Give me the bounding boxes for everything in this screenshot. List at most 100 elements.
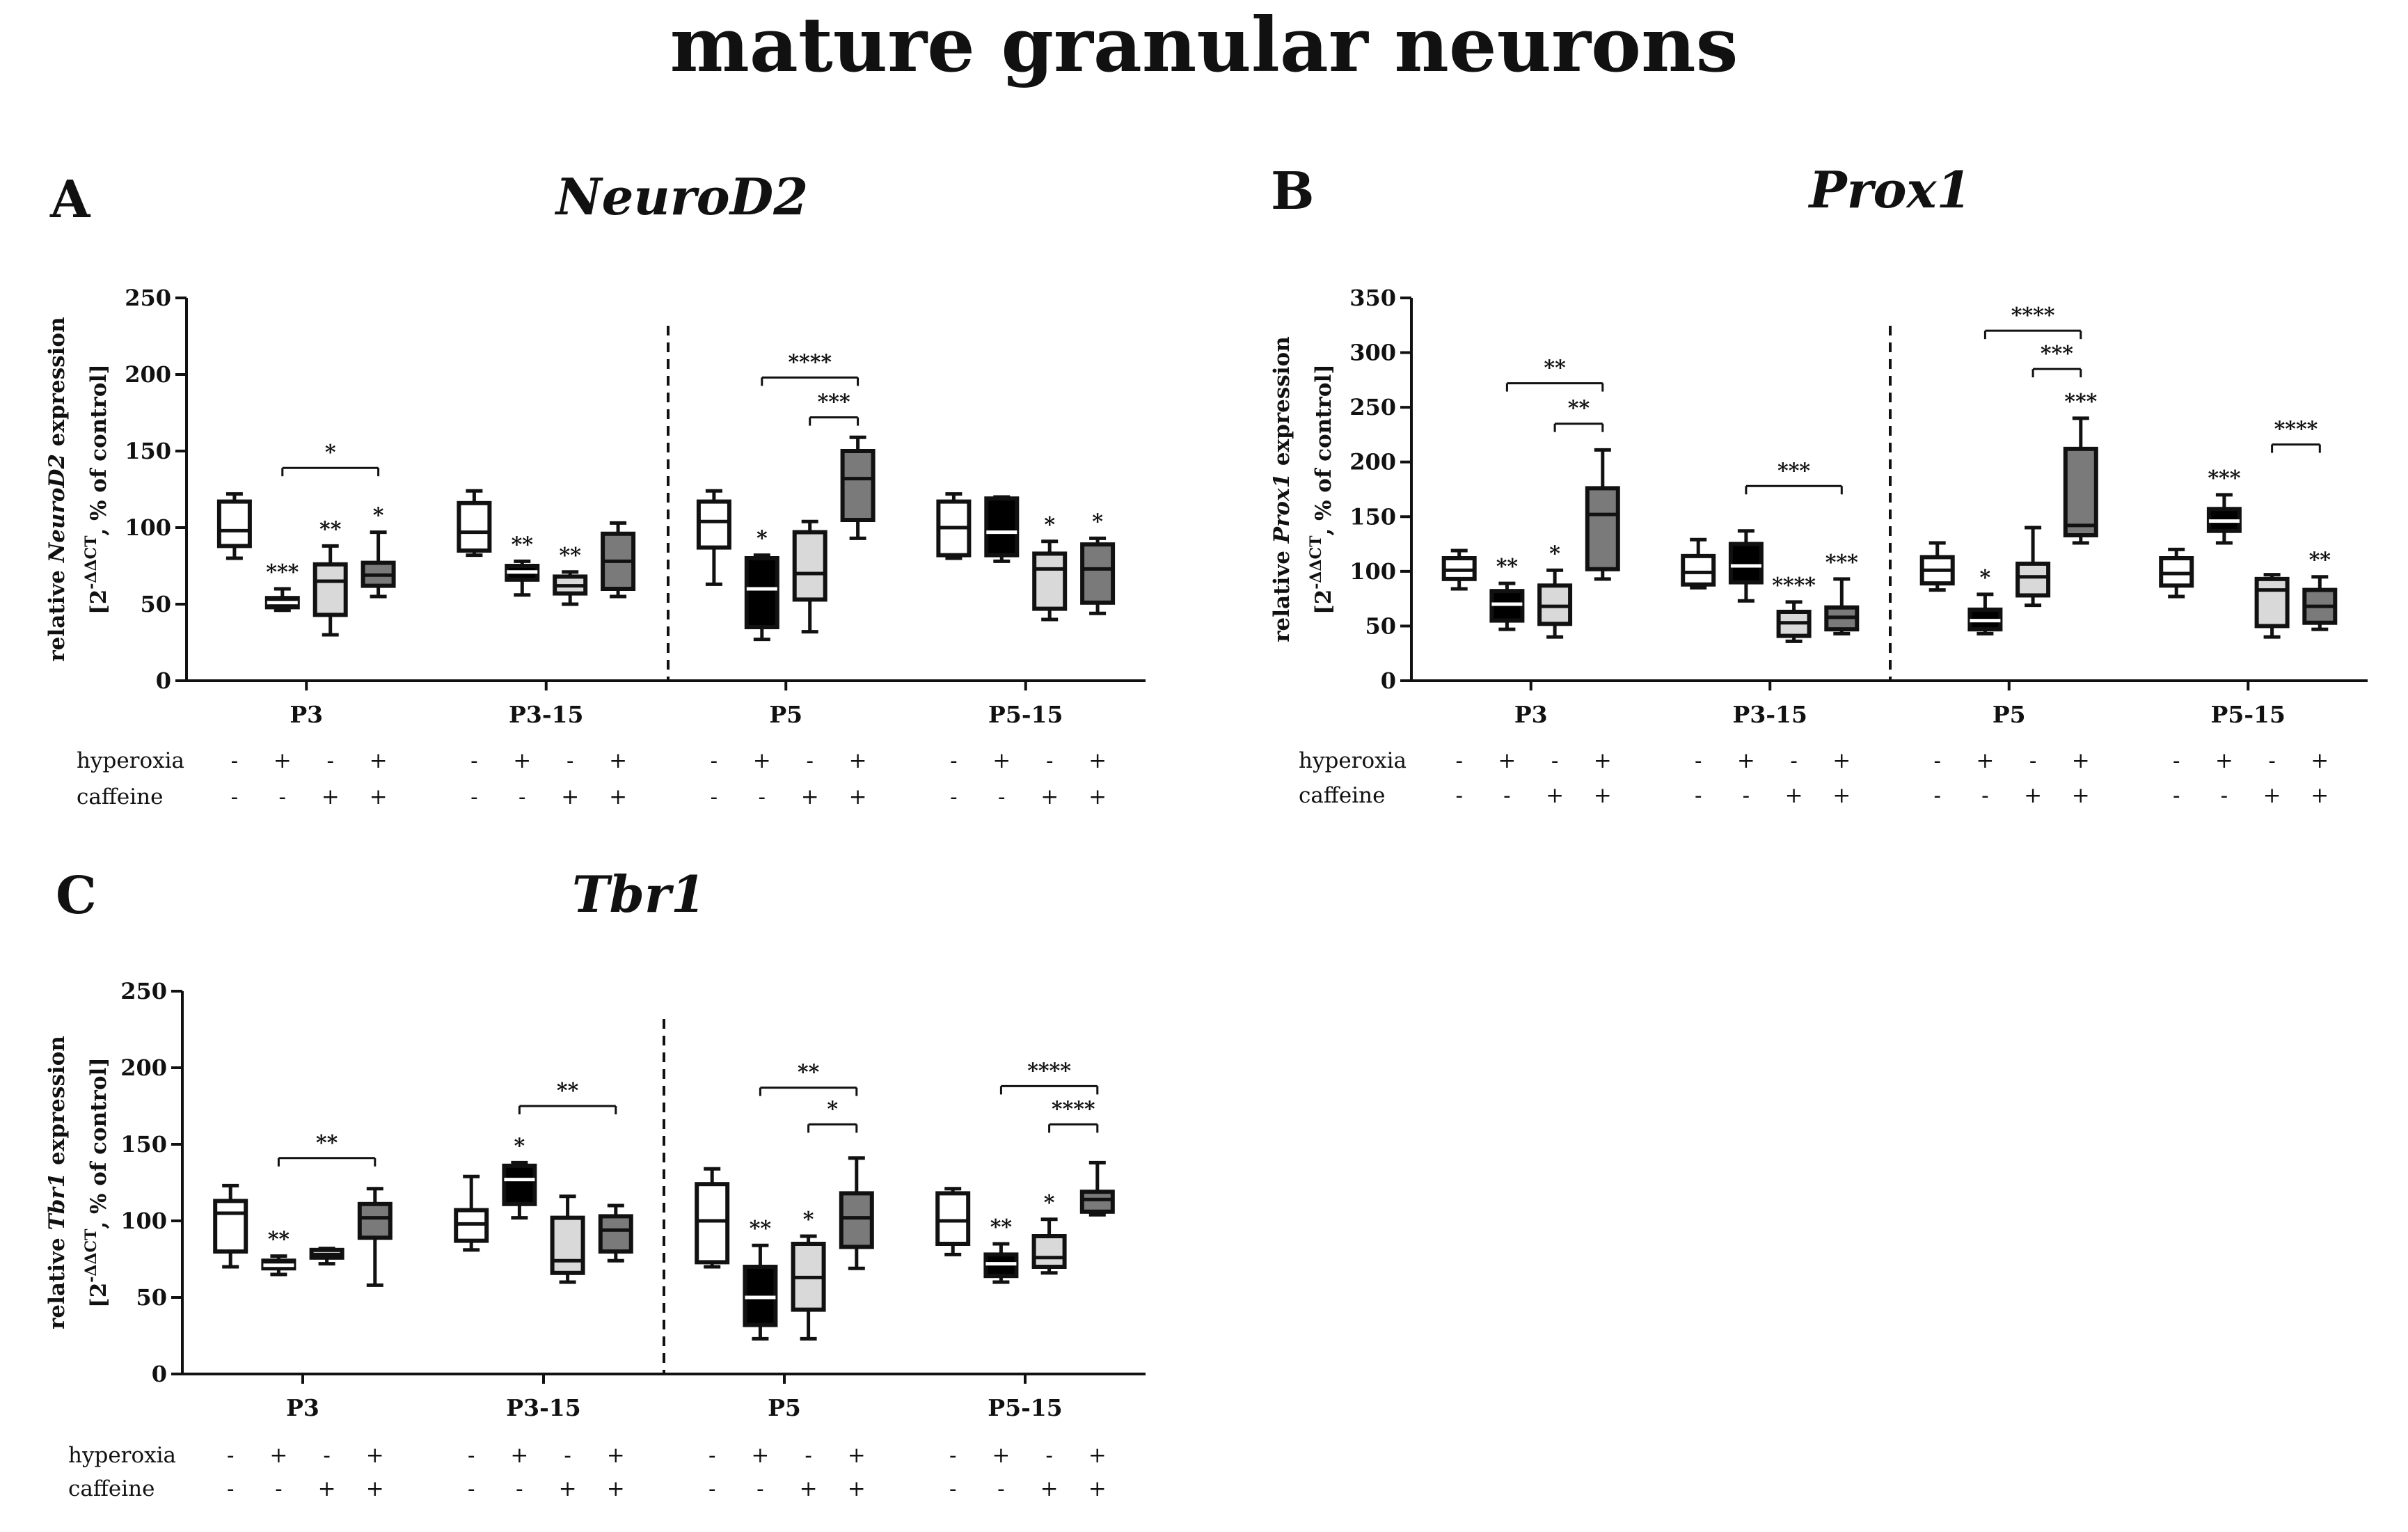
box-P3-15-1: *	[502, 1134, 537, 1220]
significance-label: ***	[266, 560, 299, 585]
box-iqr	[216, 499, 252, 548]
y-axis-label: relative Tbr1 expression	[45, 1036, 70, 1329]
significance-label: ***	[1825, 551, 1858, 575]
box-P5-15-2: *	[1031, 1191, 1067, 1275]
hyperoxia-sign: -	[2173, 748, 2180, 773]
comparison-bracket: ****	[1048, 1097, 1099, 1133]
bracket-label: **	[1544, 356, 1566, 381]
significance-label: ****	[1772, 574, 1816, 598]
box-P3-2: **	[312, 517, 348, 637]
box-iqr	[696, 499, 731, 550]
hyperoxia-sign: +	[849, 748, 867, 773]
y-tick-label: 0	[1381, 668, 1396, 694]
significance-label: *	[757, 527, 768, 551]
box-P3-15-0	[1681, 537, 1716, 590]
row-label-caffeine: caffeine	[68, 1476, 155, 1501]
box-P5-15-0	[936, 492, 972, 560]
panel-gene-title: Prox1	[1807, 160, 1971, 219]
box-P5-1: *	[1967, 566, 2003, 635]
caffeine-sign: +	[800, 1476, 818, 1501]
caffeine-sign: -	[2173, 783, 2180, 808]
box-P5-15-0	[935, 1187, 971, 1256]
box-P5-15-0	[2159, 547, 2194, 599]
x-tick-label: P3-15	[506, 1394, 580, 1421]
caffeine-sign: -	[1933, 783, 1940, 808]
y-axis-unit-sup: -ΔΔCT	[82, 535, 100, 590]
hyperoxia-sign: -	[567, 748, 573, 773]
box-P3-3	[1585, 448, 1620, 581]
caffeine-sign: +	[1088, 784, 1107, 810]
caffeine-sign: -	[757, 1476, 763, 1501]
hyperoxia-sign: -	[1933, 748, 1940, 773]
y-tick-label: 100	[125, 514, 171, 541]
comparison-bracket: ****	[2271, 418, 2321, 453]
y-axis-unit-label: [2-ΔΔCT, % of control]	[1307, 364, 1336, 615]
hyperoxia-sign: +	[269, 1443, 287, 1468]
bracket-label: **	[1568, 397, 1590, 421]
comparison-bracket: ***	[1745, 459, 1843, 495]
hyperoxia-sign: +	[1088, 748, 1107, 773]
y-tick-label: 200	[125, 361, 171, 388]
box-P5-2	[2015, 526, 2051, 608]
hyperoxia-sign: +	[992, 1443, 1010, 1468]
caffeine-sign: -	[470, 784, 477, 810]
y-tick-label: 350	[1349, 285, 1396, 311]
hyperoxia-sign: -	[468, 1443, 475, 1468]
box-P3-0	[1441, 548, 1477, 591]
significance-label: *	[1044, 513, 1055, 537]
hyperoxia-sign: +	[2215, 748, 2233, 773]
panel-letter: C	[56, 866, 97, 926]
box-iqr	[1032, 551, 1068, 611]
caffeine-sign: +	[561, 784, 579, 810]
y-axis-unit-post: , % of control]	[86, 364, 111, 536]
hyperoxia-sign: -	[564, 1443, 571, 1468]
significance-label: **	[512, 532, 534, 557]
hyperoxia-sign: -	[1455, 748, 1462, 773]
hyperoxia-sign: +	[1976, 748, 1994, 773]
hyperoxia-sign: -	[227, 1443, 234, 1468]
caffeine-sign: -	[468, 1476, 475, 1501]
hyperoxia-sign: +	[1737, 748, 1755, 773]
hyperoxia-sign: -	[323, 1443, 330, 1468]
hyperoxia-sign: -	[1790, 748, 1797, 773]
box-iqr	[2063, 446, 2098, 537]
significance-label: **	[990, 1215, 1013, 1240]
significance-label: ***	[2064, 390, 2097, 414]
hyperoxia-sign: +	[1594, 748, 1612, 773]
caffeine-sign: -	[279, 784, 286, 810]
box-P3-3: *	[361, 504, 396, 599]
y-tick-label: 250	[120, 978, 167, 1004]
significance-label: **	[1496, 555, 1519, 579]
significance-label: *	[514, 1134, 525, 1158]
hyperoxia-sign: +	[848, 1443, 866, 1468]
box-P3-15-1: **	[505, 532, 540, 597]
y-axis-unit-post: , % of control]	[1311, 364, 1336, 536]
caffeine-sign: -	[997, 1476, 1004, 1501]
hyperoxia-sign: +	[609, 748, 627, 773]
y-tick-label: 150	[1349, 503, 1396, 530]
caffeine-sign: +	[322, 784, 340, 810]
caffeine-sign: +	[609, 784, 627, 810]
x-tick-label: P5	[1993, 701, 2026, 728]
comparison-bracket: **	[1505, 356, 1604, 392]
caffeine-sign: -	[516, 1476, 523, 1501]
x-tick-label: P3	[286, 1394, 319, 1421]
hyperoxia-sign: +	[366, 1443, 384, 1468]
caffeine-sign: -	[950, 784, 957, 810]
hyperoxia-sign: -	[470, 748, 477, 773]
significance-label: **	[319, 517, 342, 542]
caffeine-sign: -	[949, 1476, 956, 1501]
caffeine-sign: -	[708, 1476, 715, 1501]
significance-label: **	[560, 544, 582, 568]
caffeine-sign: +	[849, 784, 867, 810]
y-axis-label: relative NeuroD2 expression	[45, 317, 70, 661]
hyperoxia-sign: +	[1498, 748, 1516, 773]
box-iqr	[2015, 561, 2051, 598]
y-axis-label-gene: Tbr1	[45, 1173, 70, 1231]
comparison-bracket: *	[807, 1097, 858, 1133]
box-P5-2	[792, 519, 827, 634]
box-P3-15-3	[601, 521, 636, 599]
y-tick-label: 150	[120, 1131, 167, 1158]
box-iqr	[312, 562, 348, 617]
bracket-label: ****	[2274, 418, 2318, 442]
